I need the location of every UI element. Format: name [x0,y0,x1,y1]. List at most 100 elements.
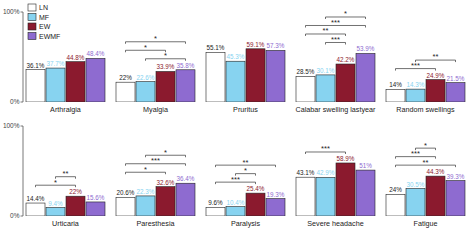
data-label: 42.2% [337,56,355,63]
bar [446,83,465,102]
bar [176,70,195,102]
data-label: 25.4% [247,185,265,192]
data-label: 58.9% [337,155,355,162]
bar [356,170,375,216]
data-label: 53.9% [357,45,375,52]
significance-label: * [164,51,167,60]
category-label: Severe headache [307,219,363,228]
y-tick [21,102,24,103]
data-label: 22% [119,74,132,81]
data-label: 30.1% [317,67,335,74]
bar [86,58,105,102]
data-label: 43.1% [297,169,315,176]
legend-swatch [28,33,36,40]
significance-label: * [144,43,147,52]
bar [406,189,425,216]
data-label: 22.3% [137,188,155,195]
data-label: 44.8% [67,54,85,61]
legend-label: EWMF [39,33,60,40]
significance-label: *** [411,61,420,70]
significance-label: ** [423,158,429,167]
bar [246,49,265,102]
bars [26,49,465,102]
data-label: 36.4% [177,175,195,182]
data-label: 14.3% [407,81,425,88]
significance-label: ** [323,26,329,35]
data-label: 55.1% [207,44,225,51]
bars [26,163,465,216]
data-label: 20.6% [117,189,135,196]
data-label: 30.5% [407,181,425,188]
bar [66,196,85,216]
bar [316,75,335,102]
data-label: 14% [389,81,402,88]
significance-label: * [344,9,347,18]
significance-label: * [144,165,147,174]
significance-label: *** [231,175,240,184]
bar [266,199,285,216]
data-label: 35.8% [177,62,195,69]
legend-label: EW [39,23,51,30]
data-label: 59.1% [247,41,265,48]
data-label: 10.4% [227,199,245,206]
significance-label: *** [331,35,340,44]
legend-swatch [28,14,36,21]
bar [446,181,465,216]
data-label: 33.9% [157,63,175,70]
bar [386,194,405,216]
bar [46,208,65,216]
category-label: Paresthesia [137,219,175,228]
data-label: 37.7% [47,60,65,67]
bar [296,177,315,216]
significance-label: ** [63,169,69,178]
significance-label: * [424,141,427,150]
y-tick [21,126,24,127]
data-label: 36.1% [27,62,45,69]
legend-swatch [28,4,36,11]
data-label: 14.4% [27,195,45,202]
bar [26,203,45,216]
bar [386,89,405,102]
significance-label: *** [411,149,420,158]
bar [176,183,195,216]
bar [426,80,445,102]
category-label: Paralysis [231,219,261,228]
significance-label: *** [151,156,160,165]
bar [316,177,335,216]
bar [266,50,285,102]
bar [426,176,445,216]
data-label: 42.9% [317,169,335,176]
bar [206,207,225,216]
category-label: Random swellings [396,105,455,114]
data-label: 9.6% [208,199,223,206]
data-label: 45.3% [227,53,245,60]
significance-label: *** [331,18,340,27]
bar [336,64,355,102]
data-label: 19.3% [267,191,285,198]
bar [26,70,45,102]
data-label: 22.6% [137,74,155,81]
bar [136,82,155,102]
data-label: 44.3% [427,168,445,175]
bar [406,89,425,102]
data-label: 24.9% [427,72,445,79]
bar [86,202,105,216]
y-tick [21,216,24,217]
data-label: 51% [359,162,372,169]
significance-label: * [54,178,57,187]
category-label: Pruritus [233,105,258,114]
bar [336,163,355,216]
significance-label: ** [433,52,439,61]
bar [226,207,245,216]
y-axis [23,12,24,102]
data-label: 21.5% [447,75,465,82]
bar [296,76,315,102]
data-label: 22% [69,188,82,195]
data-label: 28.5% [297,68,315,75]
bar [206,52,225,102]
significance-label: * [154,34,157,43]
data-label: 15.6% [87,194,105,201]
legend-label: MF [39,14,49,21]
category-label: Arthralgia [50,105,81,114]
data-label: 39.3% [447,173,465,180]
